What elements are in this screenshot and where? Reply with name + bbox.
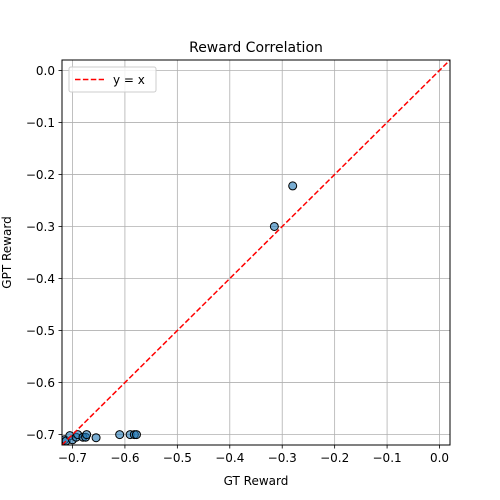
y-tick-label: −0.3	[26, 220, 55, 234]
scatter-point	[91, 433, 101, 443]
x-tick-label: −0.3	[268, 451, 297, 465]
reference-line-y-equals-x	[62, 60, 450, 445]
y-tick-label: −0.7	[26, 428, 55, 442]
legend-box	[68, 66, 157, 93]
legend: y = x	[68, 66, 157, 93]
chart-title: Reward Correlation	[189, 40, 323, 56]
y-tick-label: −0.1	[26, 116, 55, 130]
y-tick-label: −0.4	[26, 272, 55, 286]
legend-label-y-equals-x: y = x	[113, 73, 145, 87]
scatter-point	[115, 430, 125, 440]
scatter-point	[269, 221, 279, 231]
scatter-point	[288, 181, 298, 191]
y-tick-label: −0.2	[26, 168, 55, 182]
scatter-point	[82, 430, 92, 440]
y-axis-label: GPT Reward	[0, 216, 14, 288]
scatter-point	[131, 430, 141, 440]
plot-frame	[61, 59, 451, 446]
x-tick-label: −0.6	[110, 451, 139, 465]
x-axis-ticks: −0.7 −0.6 −0.5 −0.4 −0.3 −0.2 −0.1 0.0	[58, 445, 449, 465]
y-tick-label: −0.6	[26, 376, 55, 390]
x-tick-label: −0.4	[215, 451, 244, 465]
x-tick-label: −0.7	[58, 451, 87, 465]
x-axis-label: GT Reward	[224, 474, 289, 488]
y-tick-label: 0.0	[36, 64, 55, 78]
plot-data	[62, 60, 450, 445]
y-tick-label: −0.5	[26, 324, 55, 338]
x-tick-label: −0.1	[373, 451, 402, 465]
y-axis-ticks: −0.7 −0.6 −0.5 −0.4 −0.3 −0.2 −0.1 0.0	[26, 64, 62, 442]
x-tick-label: −0.2	[320, 451, 349, 465]
x-tick-label: −0.5	[163, 451, 192, 465]
x-tick-label: 0.0	[430, 451, 449, 465]
